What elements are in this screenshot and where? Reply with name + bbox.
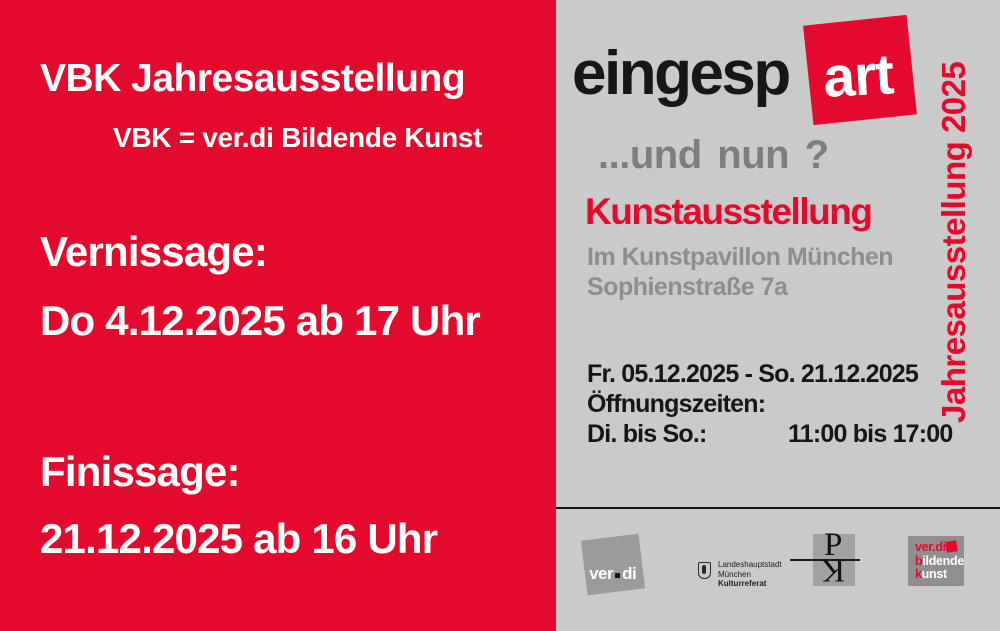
verdi-logo-text: ver di — [589, 564, 636, 584]
kunstpavillon-letter-k-inverted: K — [821, 552, 845, 588]
vernissage-label: Vernissage: — [40, 228, 268, 275]
vbk-line1: ver.di — [915, 540, 946, 554]
eingespart-logo-art: art — [821, 42, 895, 110]
kunstpavillon-logo-line — [790, 559, 860, 561]
vbk-line2-rest: ildende — [922, 553, 964, 568]
verdi-text-ver: ver — [589, 563, 614, 583]
eingespart-red-square: art — [803, 14, 917, 126]
vertical-banner: Jahresausstellung 2025 — [935, 61, 972, 423]
muenchen-line3: Kulturreferat — [718, 579, 767, 588]
venue-line1: Im Kunstpavillon München — [587, 243, 894, 271]
vbk-line3-rest: unst — [921, 567, 947, 581]
finissage-date: 21.12.2025 ab 16 Uhr — [40, 515, 438, 562]
opening-hours-row: Di. bis So.: 11:00 bis 17:00 — [587, 420, 987, 449]
tagline: ...und nun ? — [598, 133, 829, 177]
eingespart-logo-text: eingesp — [572, 39, 791, 108]
opening-days: Di. bis So.: — [587, 420, 707, 448]
muenchen-logo-text: Landeshauptstadt München Kulturreferat — [718, 560, 782, 589]
vernissage-date: Do 4.12.2025 ab 17 Uhr — [40, 297, 481, 344]
venue-line2: Sophienstraße 7a — [587, 273, 788, 301]
kunstpavillon-letter-p: P — [824, 527, 843, 563]
finissage-label: Finissage: — [40, 448, 241, 495]
verdi-logo: ver di — [580, 533, 646, 596]
exhibition-dates: Fr. 05.12.2025 - So. 21.12.2025 — [587, 360, 919, 388]
vbk-line2-initial: b — [915, 553, 923, 568]
vbk-line3: kunst — [915, 567, 964, 582]
poster-title: VBK Jahresausstellung — [40, 57, 466, 100]
footer-divider-line — [556, 507, 1000, 509]
opening-time: 11:00 bis 17:00 — [788, 420, 953, 448]
left-red-panel: VBK Jahresausstellung VBK = ver.di Bilde… — [0, 0, 556, 631]
event-type: Kunstausstellung — [585, 191, 873, 232]
muenchen-coat-of-arms-icon — [698, 562, 711, 579]
verdi-text-di: di — [622, 563, 637, 583]
right-gray-panel: eingesp art ...und nun ? Kunstausstellun… — [556, 0, 1000, 631]
vbk-line2: bildende — [915, 553, 964, 569]
vbk-logo: ver.di bildende kunst — [908, 536, 964, 586]
muenchen-kulturreferat-logo: Landeshauptstadt München Kulturreferat — [698, 560, 782, 589]
muenchen-line2: München — [718, 569, 751, 579]
opening-hours-label: Öffnungszeiten: — [587, 390, 766, 418]
vbk-red-square-icon — [945, 540, 958, 553]
verdi-square-dot-icon — [615, 572, 621, 578]
muenchen-line1: Landeshauptstadt — [718, 560, 782, 569]
poster-subtitle: VBK = ver.di Bildende Kunst — [113, 122, 483, 153]
vbk-line3-initial: k — [915, 567, 922, 581]
